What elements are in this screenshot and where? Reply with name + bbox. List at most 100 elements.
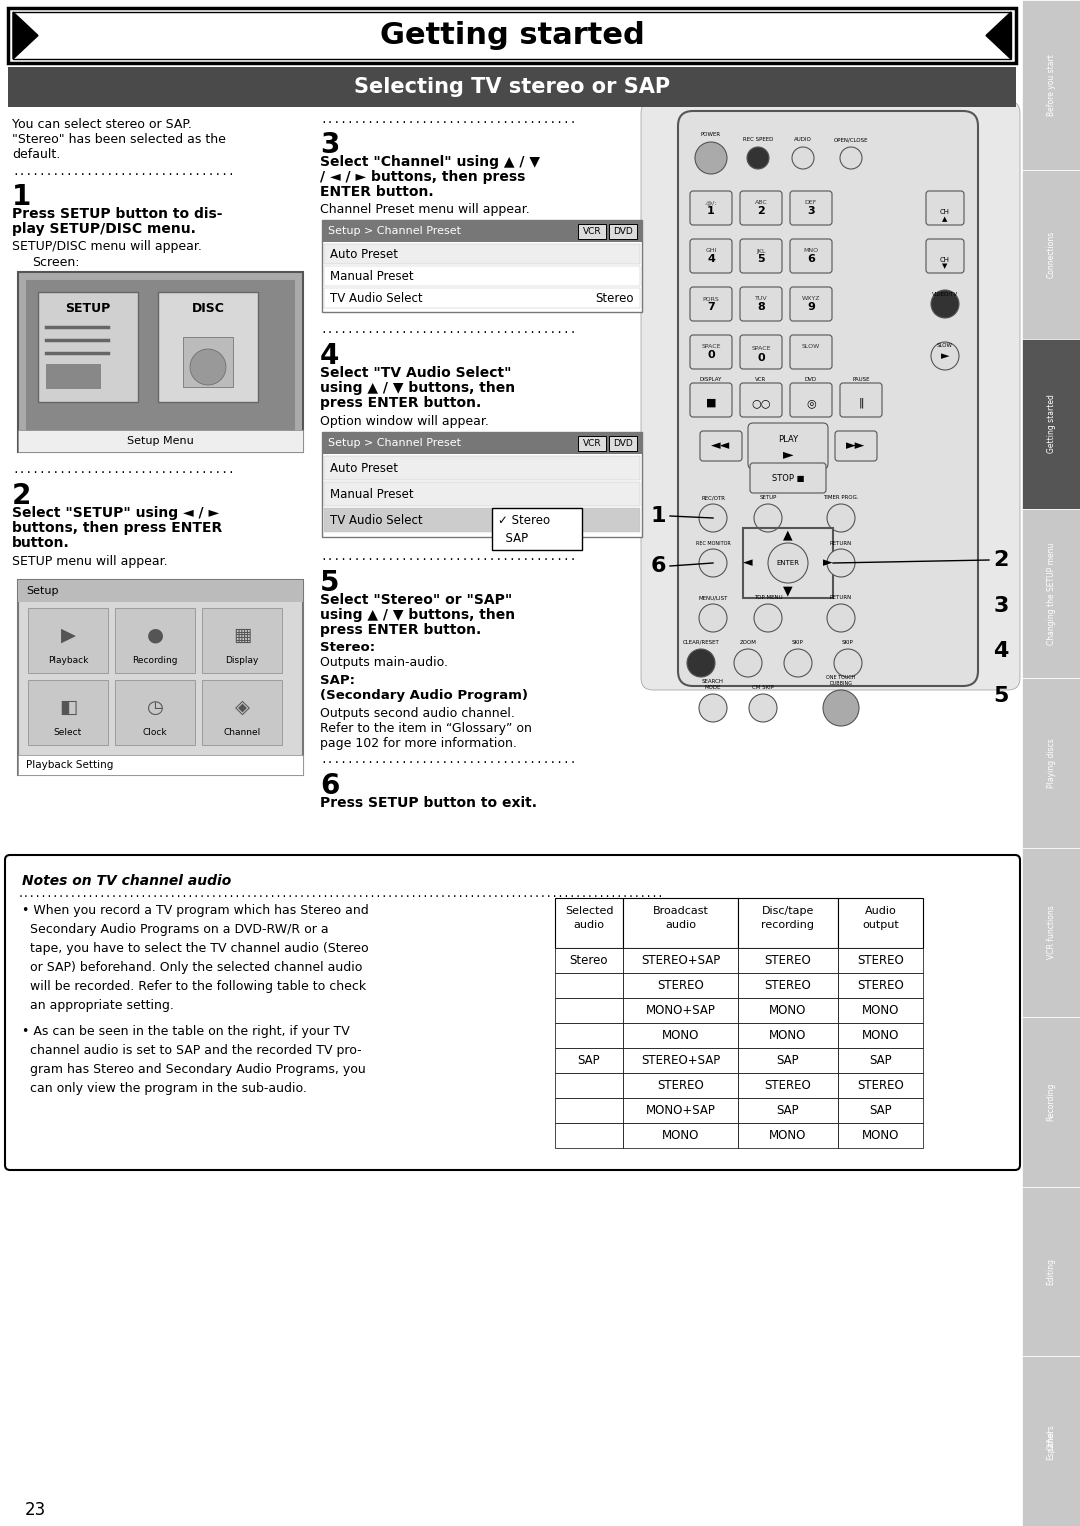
Circle shape: [823, 690, 859, 726]
Text: MONO: MONO: [862, 1004, 900, 1016]
Bar: [838, 897, 923, 948]
Text: ENTER button.: ENTER button.: [320, 185, 434, 198]
Bar: [738, 1073, 838, 1099]
Text: Getting started: Getting started: [1047, 394, 1055, 453]
FancyBboxPatch shape: [840, 383, 882, 417]
Text: Setup Menu: Setup Menu: [127, 436, 194, 446]
Polygon shape: [13, 12, 38, 60]
Bar: [26, 279, 295, 444]
Circle shape: [696, 142, 727, 174]
Bar: [555, 1048, 623, 1073]
Text: Connections: Connections: [1047, 230, 1055, 278]
Text: SAP: SAP: [498, 531, 528, 545]
Text: MENU/LIST: MENU/LIST: [699, 595, 728, 600]
Text: STEREO: STEREO: [657, 980, 704, 992]
Text: AUDIO: AUDIO: [794, 137, 812, 142]
Text: REC SPEED: REC SPEED: [743, 137, 773, 142]
Text: press ENTER button.: press ENTER button.: [320, 623, 482, 636]
Text: SETUP: SETUP: [759, 494, 777, 501]
Bar: [838, 1073, 923, 1099]
Text: Others: Others: [1047, 1424, 1055, 1450]
FancyBboxPatch shape: [789, 336, 832, 369]
Bar: [28, 607, 108, 673]
FancyBboxPatch shape: [740, 191, 782, 224]
Text: Setup: Setup: [26, 586, 58, 597]
Text: ◷: ◷: [147, 697, 163, 717]
Bar: [838, 974, 923, 998]
Text: VIDEO/TV: VIDEO/TV: [932, 291, 958, 296]
Text: VCR functions: VCR functions: [1047, 905, 1055, 960]
Bar: [738, 974, 838, 998]
Text: MONO+SAP: MONO+SAP: [646, 1103, 715, 1117]
Bar: [1022, 1187, 1080, 1357]
Text: using ▲ / ▼ buttons, then: using ▲ / ▼ buttons, then: [320, 382, 515, 395]
Bar: [1022, 1357, 1080, 1526]
Bar: [114, 607, 195, 673]
Text: output: output: [862, 920, 899, 929]
Text: MONO: MONO: [769, 1029, 807, 1042]
Bar: [1022, 508, 1080, 678]
Bar: [555, 1123, 623, 1148]
Text: Before you start: Before you start: [1047, 53, 1055, 116]
Text: Channel Preset menu will appear.: Channel Preset menu will appear.: [320, 203, 530, 217]
Bar: [838, 1022, 923, 1048]
Text: page 102 for more information.: page 102 for more information.: [320, 737, 517, 749]
Text: Playing discs: Playing discs: [1047, 739, 1055, 787]
Bar: [555, 897, 623, 948]
Text: ►: ►: [823, 557, 833, 569]
FancyBboxPatch shape: [690, 383, 732, 417]
FancyBboxPatch shape: [926, 240, 964, 273]
Text: PLAY: PLAY: [778, 435, 798, 444]
FancyBboxPatch shape: [740, 240, 782, 273]
Circle shape: [827, 604, 855, 632]
Circle shape: [699, 604, 727, 632]
Bar: [738, 948, 838, 974]
Bar: [322, 220, 642, 311]
Bar: [623, 974, 738, 998]
Bar: [555, 998, 623, 1022]
Text: using ▲ / ▼ buttons, then: using ▲ / ▼ buttons, then: [320, 607, 515, 623]
Text: TV Audio Select: TV Audio Select: [330, 291, 422, 305]
Bar: [738, 1022, 838, 1048]
Text: 1: 1: [12, 183, 31, 211]
Circle shape: [754, 604, 782, 632]
Text: Recording: Recording: [1047, 1083, 1055, 1122]
Bar: [738, 998, 838, 1022]
Text: press ENTER button.: press ENTER button.: [320, 397, 482, 410]
Text: channel audio is set to SAP and the recorded TV pro-: channel audio is set to SAP and the reco…: [22, 1044, 362, 1058]
Bar: [623, 998, 738, 1022]
Text: DVD: DVD: [613, 226, 633, 235]
Text: STEREO: STEREO: [765, 954, 811, 967]
Text: ●: ●: [147, 626, 163, 644]
Text: recording: recording: [761, 920, 814, 929]
Text: Outputs main-audio.: Outputs main-audio.: [320, 656, 448, 668]
FancyBboxPatch shape: [690, 287, 732, 320]
Text: Stereo:: Stereo:: [320, 641, 375, 655]
Text: 4: 4: [320, 342, 339, 369]
Text: RETURN: RETURN: [829, 542, 852, 546]
Text: STEREO+SAP: STEREO+SAP: [640, 1054, 720, 1067]
FancyBboxPatch shape: [748, 423, 828, 468]
Text: Clock: Clock: [143, 728, 167, 737]
Circle shape: [750, 694, 777, 722]
Text: MONO: MONO: [662, 1129, 699, 1141]
Text: Display: Display: [226, 656, 259, 665]
Text: ················································································: ········································…: [18, 893, 664, 902]
Text: SAP: SAP: [777, 1103, 799, 1117]
Text: Option window will appear.: Option window will appear.: [320, 415, 489, 427]
FancyBboxPatch shape: [740, 287, 782, 320]
Text: Selecting TV stereo or SAP: Selecting TV stereo or SAP: [354, 76, 670, 98]
Bar: [838, 998, 923, 1022]
Bar: [322, 220, 642, 243]
Circle shape: [792, 146, 814, 169]
Text: WXYZ: WXYZ: [801, 296, 820, 302]
Bar: [623, 1022, 738, 1048]
Text: SAP: SAP: [578, 1054, 600, 1067]
FancyBboxPatch shape: [789, 287, 832, 320]
Circle shape: [827, 549, 855, 577]
Text: .@/:: .@/:: [705, 200, 717, 206]
Text: MONO: MONO: [662, 1029, 699, 1042]
Circle shape: [699, 504, 727, 533]
Text: ······································: ······································: [320, 118, 577, 128]
Text: 3: 3: [807, 206, 814, 217]
